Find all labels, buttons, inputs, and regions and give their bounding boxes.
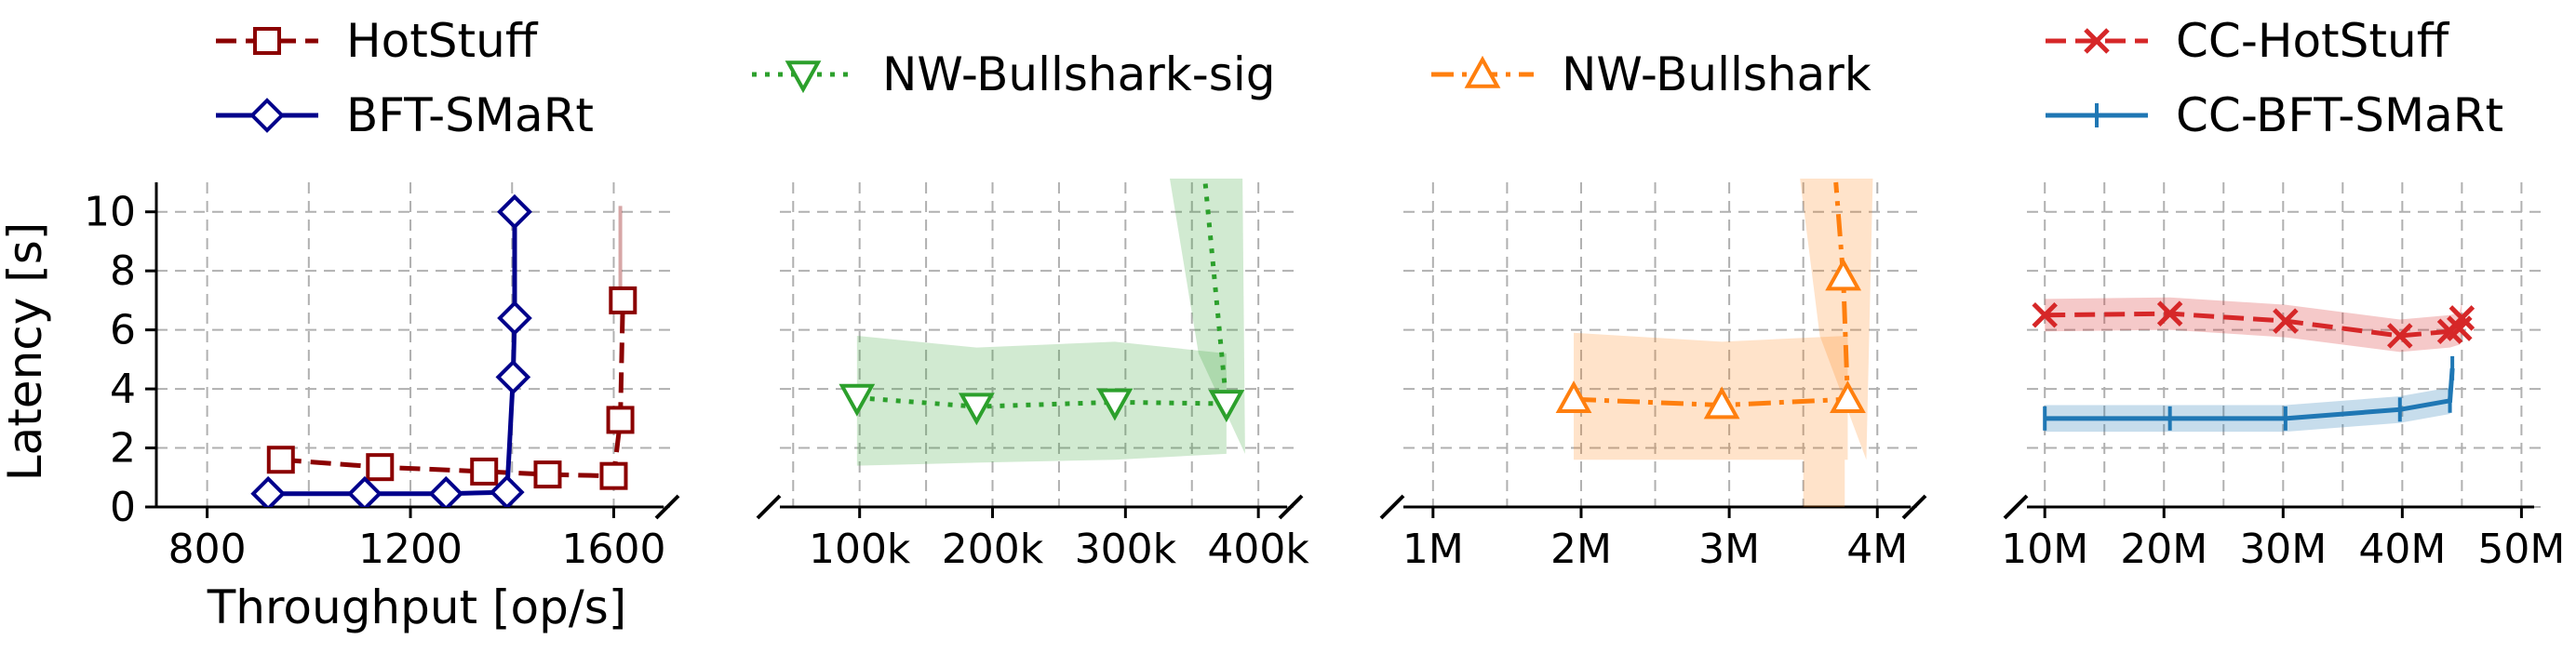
data-point [497, 193, 532, 230]
confidence-band [2045, 297, 2462, 353]
data-point [250, 475, 286, 507]
x-tick-label: 10M [2001, 526, 2088, 573]
legend: HotStuff BFT-SMaRt NW-Bullshark-sig NW-Bull… [216, 14, 2503, 142]
axis-break-mark [2003, 494, 2029, 520]
confidence-band-tail [1800, 179, 1873, 460]
legend-item: NW-Bullshark-sig [752, 47, 1275, 101]
data-point [606, 406, 635, 434]
confidence-band [856, 335, 1227, 466]
series-line [856, 181, 1229, 409]
series-line [268, 211, 517, 497]
x-tick-label: 4M [1846, 526, 1908, 573]
legend-marker-square [253, 27, 281, 55]
legend-marker-x [2084, 28, 2110, 54]
axis-break-mark [1901, 494, 1927, 520]
x-tick-label: 30M [2239, 526, 2327, 573]
legend-label: CC-HotStuff [2176, 14, 2450, 68]
data-point [2387, 323, 2413, 349]
plot-area [250, 193, 637, 507]
y-tick-label: 0 [110, 484, 136, 531]
x-tick-label: 1600 [561, 526, 665, 573]
panel-3: 1M 2M 3M 4M [1379, 179, 1927, 573]
data-point [958, 393, 995, 426]
legend-item: CC-BFT-SMaRt [2046, 88, 2503, 142]
data-point [2156, 300, 2183, 326]
y-tick-label: 8 [110, 247, 136, 295]
legend-marker-diamond [249, 98, 285, 133]
series-nw-bullshark-sig [839, 179, 1245, 466]
x-tick-label: 3M [1698, 526, 1760, 573]
x-tick-label: 400k [1207, 526, 1309, 573]
data-point [347, 475, 382, 507]
data-point [533, 460, 562, 489]
legend-label: CC-BFT-SMaRt [2176, 88, 2503, 142]
legend-item: NW-Bullshark [1431, 47, 1872, 101]
x-tick-label: 1200 [358, 526, 463, 573]
x-tick-label: 20M [2120, 526, 2207, 573]
y-axis-title: Latency [s] [0, 222, 52, 482]
data-point [1208, 390, 1245, 423]
series-hotstuff [266, 206, 637, 490]
data-point [1555, 380, 1592, 413]
legend-item: HotStuff [216, 14, 539, 68]
legend-label: NW-Bullshark-sig [882, 47, 1275, 101]
data-point [599, 461, 628, 490]
x-tick-label: 2M [1550, 526, 1612, 573]
data-point [2032, 302, 2058, 328]
x-tick-label: 100k [809, 526, 911, 573]
x-tick-label: 300k [1075, 526, 1177, 573]
data-point [1830, 380, 1866, 413]
legend-item: BFT-SMaRt [216, 88, 594, 142]
data-point [609, 286, 637, 314]
plot-area [839, 179, 1245, 466]
y-tick-label: 6 [110, 307, 136, 354]
panel-1: 0 2 4 6 8 10 800 1200 1600 [84, 182, 680, 573]
y-tick-label: 10 [84, 189, 136, 236]
axis-break-mark [1379, 494, 1405, 520]
legend-marker-triangle-up [1464, 55, 1501, 88]
data-point [266, 446, 295, 474]
data-point [497, 300, 532, 336]
data-point [489, 474, 525, 507]
series-cc-bft-smart [2043, 354, 2455, 433]
y-tick-label: 4 [110, 366, 136, 413]
data-point [428, 475, 464, 507]
data-point [2449, 305, 2475, 331]
x-tick-label: 800 [168, 526, 247, 573]
legend-label: NW-Bullshark [1562, 47, 1872, 101]
confidence-band [1574, 332, 1848, 460]
data-point [366, 453, 395, 482]
series-bft-smart [250, 193, 532, 507]
axis-break-mark [756, 494, 782, 520]
x-tick-label: 200k [942, 526, 1044, 573]
data-point [470, 457, 499, 486]
confidence-band-tail [1169, 179, 1245, 454]
axis-break-mark [654, 494, 680, 520]
series-nw-bullshark [1555, 179, 1873, 507]
data-point [1825, 258, 1862, 291]
axis-break-mark [1278, 494, 1304, 520]
data-point [495, 359, 531, 395]
legend-label: BFT-SMaRt [346, 88, 594, 142]
legend-label: HotStuff [346, 14, 539, 68]
confidence-band-base [1803, 460, 1845, 507]
panel-2: 100k 200k 300k 400k [756, 179, 1309, 573]
x-tick-label: 50M [2477, 526, 2565, 573]
data-point [2273, 308, 2299, 334]
data-point [1096, 388, 1134, 421]
plot-area [2032, 297, 2475, 433]
panel-4: 10M 20M 30M 40M 50M [2001, 182, 2565, 573]
plot-area [1555, 179, 1873, 507]
legend-item: CC-HotStuff [2046, 14, 2450, 68]
x-tick-label: 40M [2358, 526, 2446, 573]
series-cc-hotstuff [2032, 297, 2475, 353]
x-axis-title: Throughput [op/s] [207, 580, 627, 634]
y-tick-label: 2 [110, 425, 136, 473]
chart-panels: 0 2 4 6 8 10 800 1200 1600 100k 200k 300k 400k 1M 2M 3M… [84, 179, 2565, 573]
x-tick-label: 1M [1402, 526, 1464, 573]
legend-marker-triangle-down [785, 60, 822, 94]
data-point [1703, 386, 1740, 420]
data-point [839, 383, 876, 417]
